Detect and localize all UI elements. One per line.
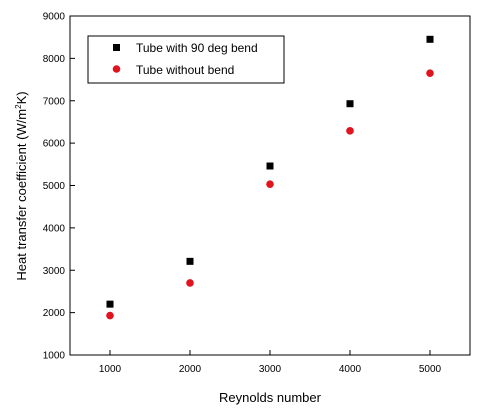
data-point-no-bend <box>186 279 194 287</box>
legend: Tube with 90 deg bend Tube without bend <box>87 35 285 84</box>
x-tick-label: 1000 <box>99 364 122 375</box>
y-tick-label: 1000 <box>43 351 66 362</box>
x-axis-ticks: 1000 2000 3000 4000 5000 <box>99 350 442 375</box>
y-axis-title-sup: 2 <box>14 104 23 109</box>
data-point-bend <box>106 300 114 308</box>
y-tick-label: 8000 <box>43 54 66 65</box>
legend-box <box>87 35 285 84</box>
y-axis-title-main: Heat transfer coefficient (W/m <box>14 109 29 281</box>
data-point-no-bend <box>346 127 354 135</box>
y-tick-label: 7000 <box>43 96 66 107</box>
data-point-bend <box>346 100 354 108</box>
legend-label-no-bend: Tube without bend <box>136 63 234 77</box>
x-tick-label: 5000 <box>419 364 442 375</box>
x-axis-title: Reynolds number <box>219 390 322 405</box>
data-point-bend <box>186 257 194 265</box>
legend-marker-no-bend <box>112 65 121 73</box>
data-point-no-bend <box>266 180 274 189</box>
data-point-no-bend <box>106 311 114 320</box>
y-axis-ticks: 1000 2000 3000 4000 5000 6000 7000 8000 9000 <box>43 12 75 362</box>
series-layer <box>106 35 434 320</box>
y-tick-label: 4000 <box>43 223 66 234</box>
legend-label-bend: Tube with 90 deg bend <box>136 41 258 55</box>
y-axis-title-end: K) <box>14 91 29 104</box>
y-tick-label: 6000 <box>43 139 66 150</box>
y-tick-label: 2000 <box>43 308 66 319</box>
data-point-bend <box>266 162 274 170</box>
data-point-bend <box>426 35 434 43</box>
x-tick-label: 4000 <box>339 364 362 375</box>
x-tick-label: 3000 <box>259 364 282 375</box>
data-point-no-bend <box>426 69 434 78</box>
y-tick-label: 3000 <box>43 266 66 277</box>
y-axis-title: Heat transfer coefficient (W/m2K) <box>14 91 29 280</box>
y-tick-label: 9000 <box>43 12 66 23</box>
y-tick-label: 5000 <box>43 181 66 192</box>
legend-marker-bend <box>113 44 120 51</box>
x-tick-label: 2000 <box>179 364 202 375</box>
